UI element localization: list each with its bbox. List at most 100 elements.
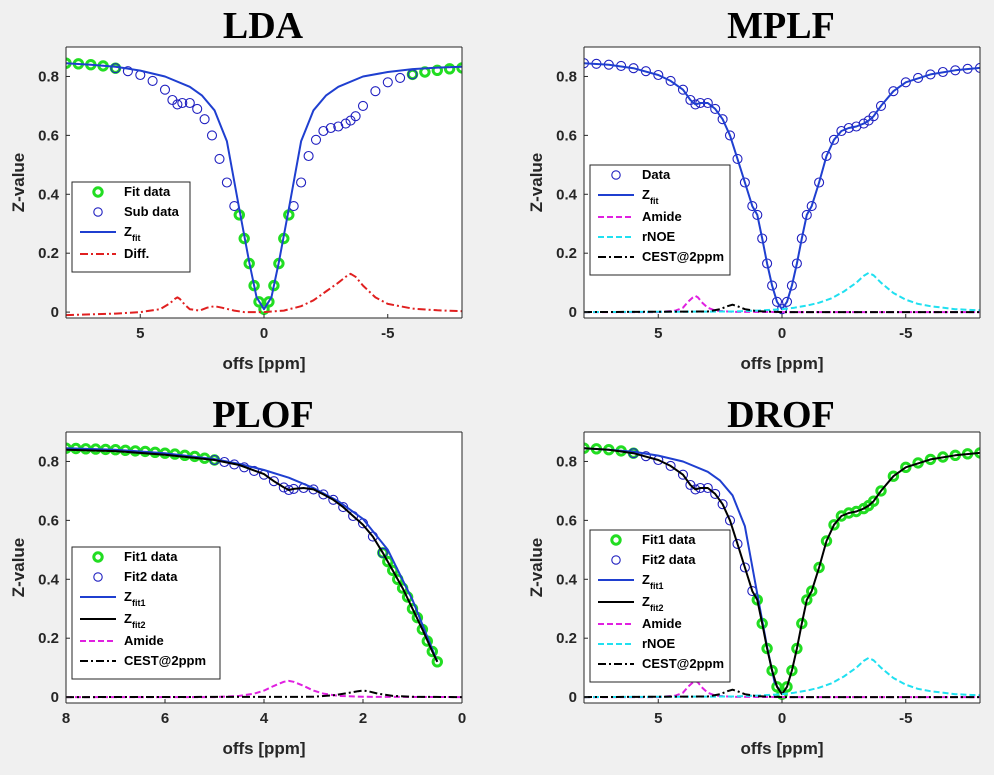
y-axis-label: Z-value xyxy=(527,538,546,598)
series-sub-data-point xyxy=(159,84,171,95)
legend-label-zfit1: Zfit1 xyxy=(642,572,663,591)
series-fit1-data-point xyxy=(820,535,833,547)
series-fit-data-point xyxy=(443,63,456,75)
series-fit2-data-point xyxy=(239,462,250,473)
legend-label-rnoe: rNOE xyxy=(642,229,676,244)
series-sub-data-point xyxy=(147,75,158,86)
legend-swatch-fit-data xyxy=(92,186,104,198)
series-sub-data-point xyxy=(333,121,344,132)
legend-label-fit1-data: Fit1 data xyxy=(124,549,178,564)
legend: Fit1 data Fit2 data Zfit1 Zfit2 Amide rNOE CES… xyxy=(589,529,731,683)
series-fit1-data-point xyxy=(806,585,818,597)
series-fit1-data-point xyxy=(828,519,840,531)
legend-label-fit2-data: Fit2 data xyxy=(124,569,178,584)
legend-label-zfit: Zfit xyxy=(642,187,658,206)
y-tick-label: 0.8 xyxy=(556,453,577,470)
y-tick-label: 0.2 xyxy=(556,630,577,647)
x-axis-label: offs [ppm] xyxy=(222,739,305,758)
y-tick-label: 0.6 xyxy=(38,127,59,144)
legend-swatch-fit1-data xyxy=(610,534,622,546)
x-tick-label: 0 xyxy=(778,325,786,342)
legend-label-fit-data: Fit data xyxy=(124,184,171,199)
legend-label-rnoe: rNOE xyxy=(642,636,676,651)
series-data-point xyxy=(806,201,817,212)
plot-data xyxy=(66,442,462,699)
series-sub-data-point xyxy=(184,97,195,109)
series-fit2-data-point xyxy=(665,460,676,471)
series-data-point xyxy=(868,111,879,122)
x-axis-label: offs [ppm] xyxy=(740,739,823,758)
series-rnoe-line xyxy=(584,271,980,314)
series-zfit1-line xyxy=(66,447,439,663)
series-sub-data-point xyxy=(199,114,210,125)
series-fit-data-point xyxy=(263,296,275,308)
series-sub-data-point xyxy=(177,97,188,109)
chart-title: PLOF xyxy=(212,394,313,436)
x-tick-label: 0 xyxy=(458,710,466,727)
y-tick-label: 0.4 xyxy=(38,571,60,588)
x-tick-label: 5 xyxy=(654,710,662,727)
chart-mplf: 5 0 -5 0 0.2 0.4 0.6 0.8 MPLF offs [ppm] Z-value Da… xyxy=(527,5,981,373)
x-tick-label: 8 xyxy=(62,710,70,727)
chart-lda: 5 0 -5 0 0.2 0.4 0.6 0.8 LDA offs [ppm] Z-value Fit… xyxy=(9,5,463,373)
legend-swatch-data xyxy=(611,170,621,180)
legend-label-amide: Amide xyxy=(642,616,682,631)
legend-label-cest@2ppm: CEST@2ppm xyxy=(642,249,724,264)
series-fit2-data-point xyxy=(724,515,736,526)
legend-swatch-fit2-data xyxy=(93,572,103,582)
x-tick-label: -5 xyxy=(381,325,394,342)
series-sub-data-point xyxy=(395,72,406,83)
legend-label-cest@2ppm: CEST@2ppm xyxy=(124,653,206,668)
x-axis-label: offs [ppm] xyxy=(222,354,305,373)
series-data-point xyxy=(828,134,840,145)
series-fit1-data-point xyxy=(900,461,912,473)
legend-label-zfit1: Zfit1 xyxy=(124,589,145,608)
series-data-point xyxy=(888,86,899,97)
y-axis-label: Z-value xyxy=(9,538,28,598)
series-data-point xyxy=(858,118,869,129)
series-fit-data-point xyxy=(431,64,443,77)
plot-data xyxy=(584,58,980,315)
series-sub-data-point xyxy=(370,86,381,97)
y-tick-label: 0.2 xyxy=(556,245,577,262)
series-data-point xyxy=(875,100,887,111)
x-tick-label: 5 xyxy=(136,325,144,342)
series-fit1-data-point xyxy=(431,656,443,668)
series-data-point xyxy=(690,99,701,110)
plot-data xyxy=(66,57,462,317)
series-data-point xyxy=(781,296,793,307)
legend-label-zfit: Zfit xyxy=(124,224,140,243)
series-fit2-data-point xyxy=(278,482,289,493)
legend-label-zfit2: Zfit2 xyxy=(124,611,145,630)
y-tick-label: 0.4 xyxy=(556,186,578,203)
series-data-point xyxy=(821,150,832,162)
series-fit1-data-point xyxy=(867,495,880,507)
y-tick-label: 0.8 xyxy=(38,453,59,470)
series-data-point xyxy=(717,114,728,125)
x-tick-label: 2 xyxy=(359,710,367,727)
legend-label-data: Data xyxy=(642,167,671,182)
legend-label-diff-: Diff. xyxy=(124,246,149,261)
series-data-point xyxy=(665,75,676,86)
series-cest@2ppm-line xyxy=(66,689,462,699)
series-fit2-data-point xyxy=(677,469,689,480)
series-sub-data-point xyxy=(296,177,307,188)
x-tick-label: 5 xyxy=(654,325,662,342)
chart-title: DROF xyxy=(727,394,835,436)
chart-plof: 8 6 4 2 0 0 0.2 0.4 0.6 0.8 PLOF offs [ppm] Z-value F… xyxy=(9,394,466,758)
series-data-point xyxy=(739,177,750,188)
series-data-point xyxy=(747,201,758,212)
series-fit2-data-point xyxy=(318,489,329,500)
y-axis-label: Z-value xyxy=(9,153,28,213)
series-fit1-data-point xyxy=(813,561,825,574)
y-tick-label: 0 xyxy=(51,304,59,321)
series-data-point xyxy=(900,77,911,88)
series-fit1-data-point xyxy=(781,681,793,693)
y-tick-label: 0 xyxy=(569,304,577,321)
series-fit2-data-point xyxy=(739,562,750,573)
y-tick-label: 0.6 xyxy=(38,512,59,529)
x-tick-label: 4 xyxy=(260,710,269,727)
legend-swatch-sub-data xyxy=(93,207,103,217)
legend-swatch-fit2-data xyxy=(611,555,621,565)
